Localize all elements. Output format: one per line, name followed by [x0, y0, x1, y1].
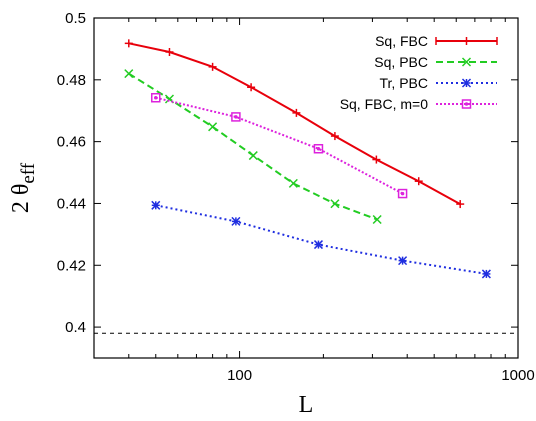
data-point: [330, 132, 339, 141]
data-point: [247, 83, 256, 92]
legend-label: Sq, PBC: [374, 54, 428, 70]
x-axis-title: L: [299, 392, 314, 418]
data-point: [124, 69, 134, 79]
y-axis-title-base: 2 θ: [8, 184, 34, 214]
y-tick-label: 0.44: [57, 195, 86, 212]
data-point: [414, 177, 423, 186]
series-3: [151, 200, 491, 279]
data-point: [313, 143, 324, 154]
data-point: [372, 214, 382, 225]
series-line: [155, 204, 487, 275]
y-axis-title-sub: eff: [18, 162, 39, 183]
series-line: [155, 96, 404, 195]
legend-label: Sq, FBC: [375, 33, 428, 49]
data-point: [397, 188, 408, 199]
data-point: [292, 108, 301, 117]
y-tick-label: 0.42: [57, 257, 86, 274]
legend: Sq, FBC Sq, PBC Tr, PBC Sq, FBC, m=0: [340, 33, 498, 112]
data-point: [461, 57, 472, 67]
x-tick-label: 100: [227, 367, 252, 384]
data-point: [398, 256, 408, 266]
data-point: [462, 37, 471, 45]
legend-label: Tr, PBC: [380, 75, 429, 91]
data-point: [124, 39, 133, 48]
data-point: [231, 112, 241, 122]
y-axis-title: 2 θeff: [8, 162, 39, 213]
data-point: [288, 178, 298, 188]
series-layer: [124, 39, 491, 279]
data-point: [456, 200, 465, 209]
data-point: [372, 155, 381, 164]
axis-ticks: 0.4 0.42 0.44 0.46 0.48 0.5 100 1000: [57, 10, 535, 384]
y-tick-label: 0.46: [57, 134, 86, 151]
data-point: [231, 216, 241, 226]
y-tick-label: 0.48: [57, 72, 86, 89]
data-point: [151, 200, 161, 210]
data-point: [481, 269, 491, 279]
legend-label: Sq, FBC, m=0: [340, 96, 429, 112]
data-point: [248, 151, 258, 161]
data-point: [151, 92, 161, 103]
data-point: [313, 240, 323, 250]
data-point: [208, 62, 217, 71]
data-point: [165, 48, 174, 56]
y-tick-label: 0.4: [65, 319, 86, 336]
y-tick-label: 0.5: [65, 10, 86, 27]
series-1: [124, 39, 465, 209]
plot-frame: [93, 17, 519, 359]
series-2: [124, 69, 382, 225]
data-point: [461, 99, 472, 109]
data-point: [461, 78, 472, 88]
series-4: [151, 92, 408, 199]
data-point: [208, 122, 218, 132]
x-tick-label: 1000: [501, 367, 534, 384]
data-point: [330, 199, 340, 209]
